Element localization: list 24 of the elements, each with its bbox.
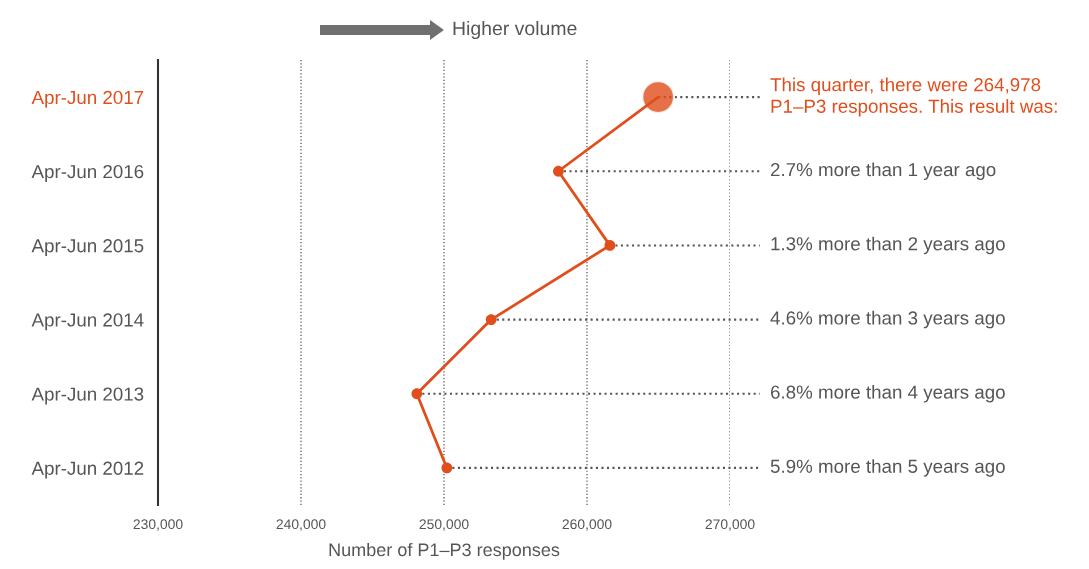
y-tick-label: Apr-Jun 2017 [31,90,144,108]
annotation: 1.3% more than 2 years ago [771,236,1005,255]
x-axis-title: Number of P1–P3 responses [329,542,560,560]
y-tick-label: Apr-Jun 2014 [31,313,144,331]
text: Higher volume [453,20,577,40]
annotation: 6.8% more than 4 years ago [770,385,1005,403]
annotation: This quarter, there were 264,978 P1–P3 responses. This result was: [770,77,1057,117]
x-tick-label: 240,000 [276,519,326,531]
point [441,462,453,474]
annotation: 4.6% more than 3 years ago [770,310,1005,329]
y-tick-label: Apr-Jun 2015 [31,239,144,257]
x-tick-label: 230,000 [133,519,183,531]
y-tick-label: Apr-Jun 2016 [31,164,144,182]
annotation: 5.9% more than 5 years ago [770,459,1005,477]
y-tick-label: Apr-Jun 2013 [31,387,144,405]
point [411,388,423,400]
annotation: 2.7% more than 1 year ago [770,162,996,180]
point [553,165,564,177]
x-tick-label: 250,000 [419,519,469,531]
y-tick-label: Apr-Jun 2012 [31,461,144,479]
x-tick-label: 260,000 [562,519,612,531]
point [485,314,497,325]
point [604,240,616,251]
x-tick-label: 270,000 [705,519,755,531]
